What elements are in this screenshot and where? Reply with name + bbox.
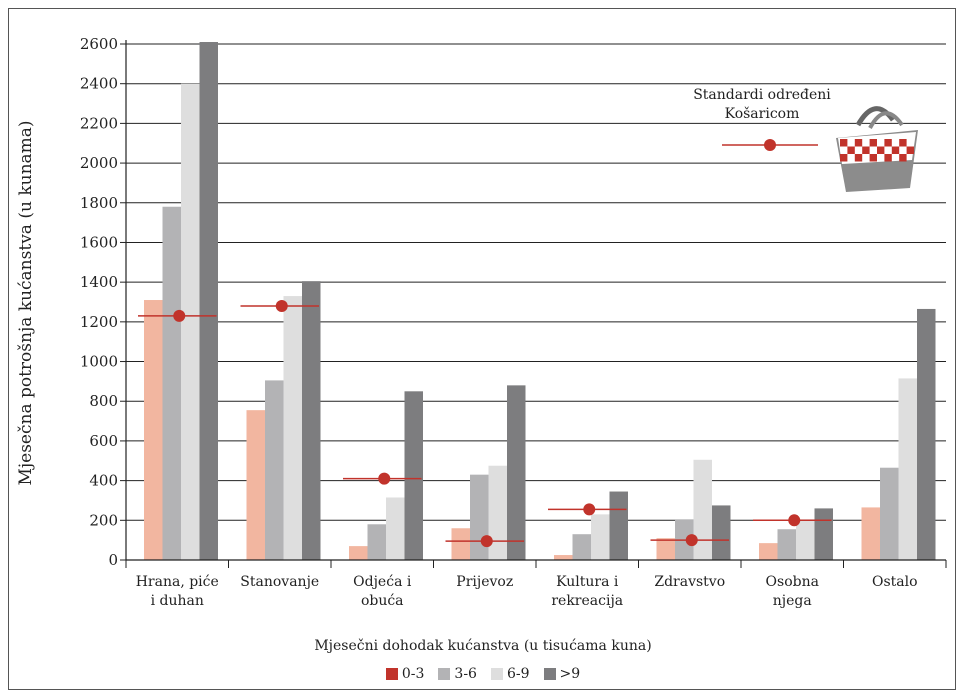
standard-dot [583,503,596,516]
y-tick-label: 0 [108,551,118,569]
y-tick-label: 2400 [80,75,118,93]
bar->9-3 [507,385,526,560]
category-label: Osobna [766,574,819,590]
bar-6-9-5 [693,459,712,560]
y-tick-label: 2600 [80,35,118,53]
y-tick-label: 600 [89,432,118,450]
y-tick-label: 800 [89,392,118,410]
y-tick-label: 2000 [80,154,118,172]
bar-0-3-2 [349,546,368,560]
legend-label: >9 [559,666,581,682]
category-label: rekreacija [551,593,623,609]
legend-item->9: >9 [543,666,581,682]
bar-3-6-6 [777,529,796,560]
bar-0-3-3 [451,528,470,560]
y-tick-label: 1800 [80,194,118,212]
standard-dot [788,514,801,527]
y-tick-label: 1200 [80,313,118,331]
y-axis-ticks: 0 200 400 600 800 1000 1200 1400 1600 1800 2000 220… [80,35,126,569]
annotation-line-1: Standardi određeni [693,87,831,103]
x-axis [125,40,947,568]
legend-swatch [543,668,556,680]
bars [144,42,936,561]
annotation-dot-marker [764,139,776,151]
legend-item-6-9: 6-9 [490,666,530,682]
bar-3-6-1 [265,380,284,560]
standard-dot [378,472,391,485]
standard-markers [138,299,832,548]
legend: 0-3 3-6 6-9 >9 [0,666,966,682]
category-label: Odjeća i [353,574,412,590]
bar->9-2 [404,391,423,560]
y-tick-label: 1000 [80,353,118,371]
bar-6-9-3 [488,465,507,560]
bar->9-6 [814,508,833,560]
bar->9-1 [302,281,321,560]
bar->9-0 [199,42,218,561]
category-label: obuća [361,593,404,609]
standard-dot [480,535,493,548]
bar-6-9-0 [181,83,200,560]
legend-swatch [490,668,503,680]
y-tick-label: 1400 [80,273,118,291]
legend-label: 0-3 [401,666,425,682]
bar-0-3-6 [759,543,778,560]
y-tick-label: 400 [89,472,118,490]
legend-label: 6-9 [506,666,530,682]
bar-3-6-3 [470,474,489,560]
category-label: Stanovanje [240,574,319,590]
bar-3-6-7 [880,467,899,560]
bar-3-6-4 [572,534,591,560]
legend-title: Mjesečni dohodak kućanstva (u tisućama k… [314,638,652,654]
category-labels: Hrana, piće i duhan Stanovanje Odjeća i obuć… [136,574,918,609]
category-label: Ostalo [872,574,918,590]
bar-3-6-2 [367,524,386,560]
standard-dot [685,534,698,547]
y-tick-label: 2200 [80,114,118,132]
bar-0-3-0 [144,300,163,560]
bar-3-6-0 [162,206,181,560]
legend-swatch [438,668,451,680]
legend-item-0-3: 0-3 [385,666,425,682]
y-tick-label: 1600 [80,233,118,251]
y-axis-label: Mjesečna potrošnja kućanstva (u kunama) [16,120,36,485]
annotation-line-2: Košaricom [725,105,800,122]
legend-item-3-6: 3-6 [438,666,477,682]
category-label: Zdravstvo [654,574,725,590]
bar->9-5 [712,505,731,560]
bar-6-9-4 [591,514,610,560]
bar-0-3-4 [554,555,573,560]
standard-dot [275,299,288,312]
standard-annotation: Standardi određeni Košaricom [693,87,918,192]
category-label: Hrana, piće [136,574,219,590]
category-label: i duhan [151,593,204,609]
y-tick-label: 200 [89,511,118,529]
bar->9-7 [917,308,936,560]
category-label: Kultura i [556,574,619,590]
bar-6-9-2 [386,497,405,560]
bar-6-9-1 [283,296,302,560]
bar-6-9-7 [898,378,917,560]
legend-label: 3-6 [454,666,477,682]
bar->9-4 [609,491,628,560]
bar-0-3-7 [861,507,880,560]
bar-0-3-1 [246,410,265,560]
legend-swatch [385,668,398,680]
category-label: Prijevoz [456,574,513,590]
category-label: njega [773,593,812,609]
standard-dot [173,309,186,322]
bar-0-3-5 [656,538,675,560]
bar-6-9-6 [796,519,815,560]
basket-icon [836,106,918,192]
